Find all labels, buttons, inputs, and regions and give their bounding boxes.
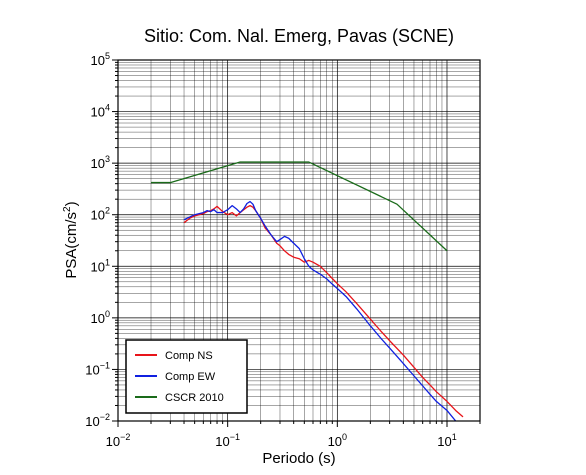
y-axis-label-sup: 2 bbox=[62, 206, 73, 212]
x-tick-exponent: −1 bbox=[230, 432, 240, 442]
y-tick-base: 10 bbox=[91, 311, 105, 326]
x-tick-base: 10 bbox=[437, 434, 451, 449]
y-tick-label: 104 bbox=[91, 103, 110, 120]
series-line-2 bbox=[151, 161, 448, 252]
x-tick-label: 10−2 bbox=[106, 432, 131, 449]
x-tick-label: 101 bbox=[437, 432, 456, 449]
series-group bbox=[151, 161, 464, 421]
x-tick-exponent: 0 bbox=[342, 432, 347, 442]
y-axis-label: PSA(cm/s2) bbox=[62, 201, 80, 278]
y-tick-label: 102 bbox=[91, 206, 110, 223]
plot-frame bbox=[117, 59, 481, 422]
y-axis-label-base: PSA(cm/s bbox=[63, 212, 80, 279]
x-tick-base: 10 bbox=[215, 434, 229, 449]
legend: Comp NS Comp EW CSCR 2010 bbox=[125, 339, 248, 414]
series-line-1 bbox=[183, 200, 457, 421]
x-tick-exponent: −2 bbox=[120, 432, 130, 442]
y-tick-exponent: 4 bbox=[105, 103, 110, 113]
x-tick-base: 10 bbox=[106, 434, 120, 449]
chart-title: Sitio: Com. Nal. Emerg, Pavas (SCNE) bbox=[144, 26, 454, 46]
legend-label-2: CSCR 2010 bbox=[165, 392, 224, 404]
y-tick-base: 10 bbox=[91, 105, 105, 120]
legend-label-1: Comp EW bbox=[165, 371, 216, 383]
series-line-0 bbox=[183, 204, 464, 418]
y-tick-exponent: 5 bbox=[105, 51, 110, 61]
y-tick-base: 10 bbox=[91, 259, 105, 274]
y-tick-exponent: −1 bbox=[100, 360, 110, 370]
y-tick-exponent: 0 bbox=[105, 309, 110, 319]
y-tick-base: 10 bbox=[91, 53, 105, 68]
x-tick-label: 100 bbox=[328, 432, 347, 449]
x-axis-label: Periodo (s) bbox=[262, 450, 335, 467]
x-tick-exponent: 1 bbox=[452, 432, 457, 442]
y-tick-base: 10 bbox=[91, 156, 105, 171]
y-tick-exponent: 2 bbox=[105, 206, 110, 216]
y-tick-label: 10−2 bbox=[85, 412, 110, 429]
y-tick-base: 10 bbox=[85, 362, 99, 377]
x-tick-label: 10−1 bbox=[215, 432, 240, 449]
legend-label-0: Comp NS bbox=[165, 350, 213, 362]
y-tick-exponent: −2 bbox=[100, 412, 110, 422]
y-tick-label: 103 bbox=[91, 154, 110, 171]
x-tick-base: 10 bbox=[328, 434, 342, 449]
y-axis-label-tail: ) bbox=[63, 201, 80, 206]
y-tick-label: 10−1 bbox=[85, 360, 110, 377]
y-tick-label: 100 bbox=[91, 309, 110, 326]
y-tick-base: 10 bbox=[91, 208, 105, 223]
x-tick-labels: 10−2 10−1 100 101 bbox=[106, 432, 457, 449]
y-tick-exponent: 1 bbox=[105, 257, 110, 267]
y-tick-base: 10 bbox=[85, 414, 99, 429]
y-tick-label: 105 bbox=[91, 51, 110, 68]
y-tick-exponent: 3 bbox=[105, 154, 110, 164]
y-tick-label: 101 bbox=[91, 257, 110, 274]
